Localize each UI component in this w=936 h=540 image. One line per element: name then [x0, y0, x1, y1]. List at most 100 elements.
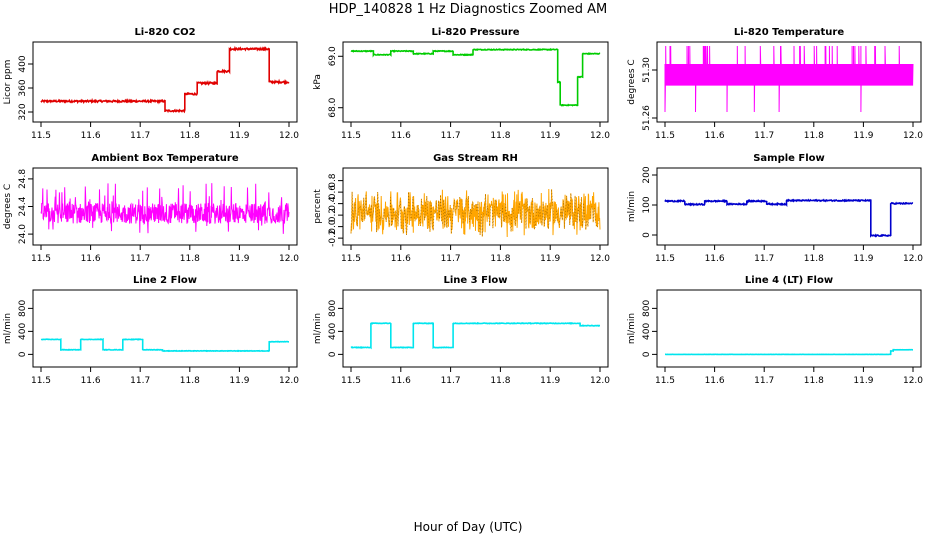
x-tick-label: 11.5	[655, 254, 675, 264]
x-tick-label: 11.6	[705, 254, 725, 264]
plot-frame	[342, 289, 609, 368]
x-tick-label: 11.9	[540, 376, 560, 386]
x-tick-label: 12.0	[279, 254, 299, 264]
x-tick-label: 12.0	[279, 376, 299, 386]
y-tick-label: 68.0	[328, 97, 338, 117]
y-tick-label: 24.8	[18, 169, 28, 189]
x-tick-label: 11.8	[804, 254, 824, 264]
x-tick-label: 11.9	[229, 254, 249, 264]
series-line-licor_temp	[664, 45, 914, 113]
x-tick-label: 11.6	[391, 131, 411, 141]
y-tick-label: 800	[328, 300, 338, 317]
x-tick-label: 11.7	[441, 131, 461, 141]
x-tick-label: 11.7	[754, 254, 774, 264]
x-tick-label: 12.0	[590, 131, 610, 141]
plot-frame	[32, 41, 298, 123]
y-tick-label: 0.8	[328, 173, 338, 188]
panel-line4: Line 4 (LT) Flow ml/min 11.5 11.6 11.7 11.8 11…	[627, 275, 923, 386]
x-tick-label: 11.6	[81, 131, 101, 141]
x-tick-label: 11.9	[853, 254, 873, 264]
y-tick-label: 0	[328, 351, 338, 357]
y-tick-label: 200	[642, 166, 652, 183]
y-tick-label: -0.2	[328, 229, 338, 247]
x-tick-label: 11.8	[490, 254, 510, 264]
x-tick-label: 11.8	[804, 376, 824, 386]
y-axis-label: ml/min	[313, 313, 323, 344]
x-tick-label: 11.8	[180, 131, 200, 141]
x-tick-label: 11.8	[180, 254, 200, 264]
x-tick-label: 11.7	[130, 376, 150, 386]
panel-title: Li-820 Temperature	[734, 27, 844, 38]
y-tick-label: 0	[18, 351, 28, 357]
x-tick-label: 12.0	[903, 131, 923, 141]
y-tick-label: 400	[328, 323, 338, 340]
plot-frame	[342, 167, 609, 246]
series-line-line2	[40, 337, 289, 353]
panel-title: Li-820 Pressure	[431, 27, 519, 38]
x-tick-label: 11.6	[705, 376, 725, 386]
x-tick-label: 11.6	[81, 254, 101, 264]
x-tick-label: 11.9	[853, 131, 873, 141]
y-tick-label: 100	[642, 196, 652, 213]
x-tick-label: 12.0	[903, 376, 923, 386]
x-tick-label: 11.6	[705, 131, 725, 141]
x-tick-label: 11.7	[130, 254, 150, 264]
y-tick-label: 400	[642, 323, 652, 340]
x-tick-label: 11.6	[81, 376, 101, 386]
y-tick-label: 24.0	[18, 224, 28, 244]
plot-frame	[656, 41, 922, 123]
y-tick-label: 0.0	[328, 219, 338, 234]
panel-line2: Line 2 Flow ml/min 11.5 11.6 11.7 11.8 11.9 12.…	[3, 275, 299, 386]
x-tick-label: 11.5	[341, 376, 361, 386]
panel-licor_temp: Li-820 Temperature degrees C 11.5 11.6 11.7 1…	[627, 27, 923, 141]
y-tick-label: 51.26	[642, 105, 652, 131]
x-tick-label: 12.0	[590, 254, 610, 264]
panel-line3: Line 3 Flow ml/min 11.5 11.6 11.7 11.8 11.9 12.…	[313, 275, 610, 386]
x-tick-label: 11.5	[341, 131, 361, 141]
y-tick-label: 320	[18, 103, 28, 120]
panel-title: Ambient Box Temperature	[91, 153, 238, 164]
y-tick-label: 360	[18, 79, 28, 96]
x-tick-label: 11.5	[31, 376, 51, 386]
x-tick-label: 11.5	[341, 254, 361, 264]
y-tick-label: 400	[18, 55, 28, 72]
x-tick-label: 11.5	[655, 376, 675, 386]
panel-box_temp: Ambient Box Temperature degrees C 11.5 11.6…	[3, 153, 299, 264]
x-tick-label: 12.0	[590, 376, 610, 386]
series-points-rh	[350, 189, 600, 237]
y-tick-label: 0.2	[328, 208, 338, 222]
x-tick-label: 11.6	[391, 254, 411, 264]
panel-rh: Gas Stream RH percent 11.5 11.6 11.7 11.8 11.9…	[313, 153, 610, 264]
series-line-rh	[350, 188, 601, 238]
y-axis-label: degrees C	[627, 59, 637, 104]
x-tick-label: 11.7	[441, 376, 461, 386]
x-tick-label: 11.8	[490, 376, 510, 386]
x-tick-label: 11.9	[229, 131, 249, 141]
x-tick-label: 11.5	[31, 131, 51, 141]
y-tick-label: 800	[642, 300, 652, 317]
panel-sample_flow: Sample Flow ml/min 11.5 11.6 11.7 11.8 11.9 12.…	[627, 153, 923, 264]
plot-frame	[656, 167, 922, 246]
y-tick-label: 69.0	[328, 46, 338, 66]
y-tick-label: 0	[642, 232, 652, 238]
y-tick-label: 24.4	[18, 196, 28, 216]
y-axis-label: kPa	[313, 74, 323, 90]
y-tick-label: 800	[18, 300, 28, 317]
x-tick-label: 11.7	[754, 376, 774, 386]
x-tick-label: 11.5	[655, 131, 675, 141]
x-tick-label: 11.8	[490, 131, 510, 141]
panel-title: Line 2 Flow	[133, 275, 197, 286]
x-tick-label: 11.8	[180, 376, 200, 386]
figure-xlabel: Hour of Day (UTC)	[414, 520, 523, 534]
plot-frame	[32, 289, 298, 368]
panel-title: Li-820 CO2	[134, 27, 195, 38]
panel-title: Sample Flow	[753, 153, 825, 164]
y-axis-label: degrees C	[3, 184, 13, 229]
series-line-line3	[350, 321, 600, 350]
plot-frame	[656, 289, 922, 368]
y-tick-label: 0.6	[328, 185, 338, 200]
plot-frame	[342, 41, 609, 123]
y-tick-label: 400	[18, 323, 28, 340]
y-tick-label: 0.4	[328, 196, 338, 211]
y-tick-label: 0	[642, 351, 652, 357]
